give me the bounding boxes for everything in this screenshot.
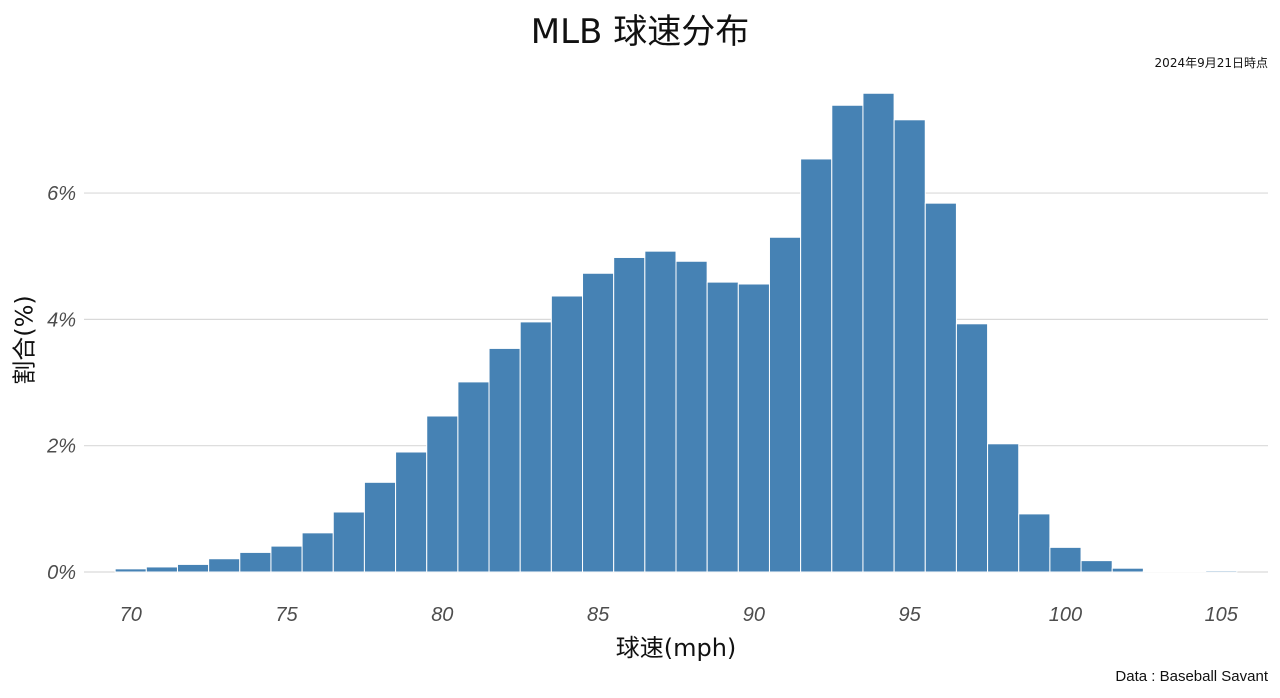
bar-71 bbox=[145, 566, 178, 573]
bar-103 bbox=[1142, 570, 1176, 573]
bar-70 bbox=[114, 568, 147, 573]
y-tick-label: 4% bbox=[47, 309, 76, 331]
x-axis-ticks: 70 75 80 85 90 95 100 105 bbox=[120, 604, 1239, 626]
x-tick-label: 75 bbox=[275, 604, 298, 626]
bar-76 bbox=[301, 532, 334, 573]
bar-87 bbox=[644, 250, 677, 573]
histogram-bars bbox=[114, 92, 1238, 573]
bar-74 bbox=[239, 551, 272, 573]
bar-92 bbox=[800, 158, 833, 573]
bar-85 bbox=[582, 272, 615, 573]
bar-102 bbox=[1111, 567, 1144, 573]
y-tick-label: 2% bbox=[46, 436, 76, 458]
bar-104 bbox=[1174, 570, 1207, 573]
bar-91 bbox=[768, 236, 802, 573]
y-tick-label: 6% bbox=[47, 183, 76, 205]
bar-84 bbox=[550, 295, 584, 573]
bar-78 bbox=[363, 481, 397, 573]
x-tick-label: 90 bbox=[743, 604, 765, 626]
bar-83 bbox=[519, 321, 552, 573]
x-tick-label: 70 bbox=[120, 604, 142, 626]
bar-88 bbox=[675, 260, 708, 573]
x-tick-label: 100 bbox=[1049, 604, 1082, 626]
bar-100 bbox=[1049, 546, 1082, 573]
x-tick-label: 85 bbox=[587, 604, 610, 626]
bar-82 bbox=[488, 347, 521, 573]
data-source-caption: Data : Baseball Savant bbox=[1115, 668, 1268, 685]
bar-97 bbox=[955, 323, 989, 573]
bar-101 bbox=[1080, 560, 1113, 573]
chart-subtitle: 2024年9月21日時点 bbox=[1154, 56, 1268, 70]
bar-95 bbox=[893, 119, 926, 573]
chart-title: MLB 球速分布 bbox=[530, 12, 750, 52]
y-tick-label: 0% bbox=[47, 562, 76, 584]
bar-89 bbox=[706, 281, 739, 573]
x-tick-label: 95 bbox=[899, 604, 922, 626]
bar-86 bbox=[613, 256, 646, 573]
bar-72 bbox=[176, 563, 210, 573]
bar-79 bbox=[395, 451, 428, 573]
bar-73 bbox=[208, 558, 241, 573]
bar-90 bbox=[737, 283, 770, 573]
bar-81 bbox=[457, 381, 490, 573]
x-axis-label: 球速(mph) bbox=[615, 634, 737, 662]
bar-80 bbox=[426, 415, 459, 573]
bar-98 bbox=[987, 443, 1020, 573]
bar-77 bbox=[332, 511, 365, 573]
y-axis-label: 割合(%) bbox=[10, 295, 39, 385]
bar-96 bbox=[924, 202, 957, 573]
bar-75 bbox=[270, 545, 303, 573]
bar-93 bbox=[831, 104, 864, 573]
bar-99 bbox=[1018, 513, 1051, 573]
bar-105 bbox=[1205, 570, 1238, 573]
bar-94 bbox=[862, 92, 895, 573]
x-tick-label: 80 bbox=[431, 604, 453, 626]
y-axis-ticks: 0% 2% 4% 6% bbox=[46, 183, 76, 584]
x-tick-label: 105 bbox=[1205, 604, 1239, 626]
